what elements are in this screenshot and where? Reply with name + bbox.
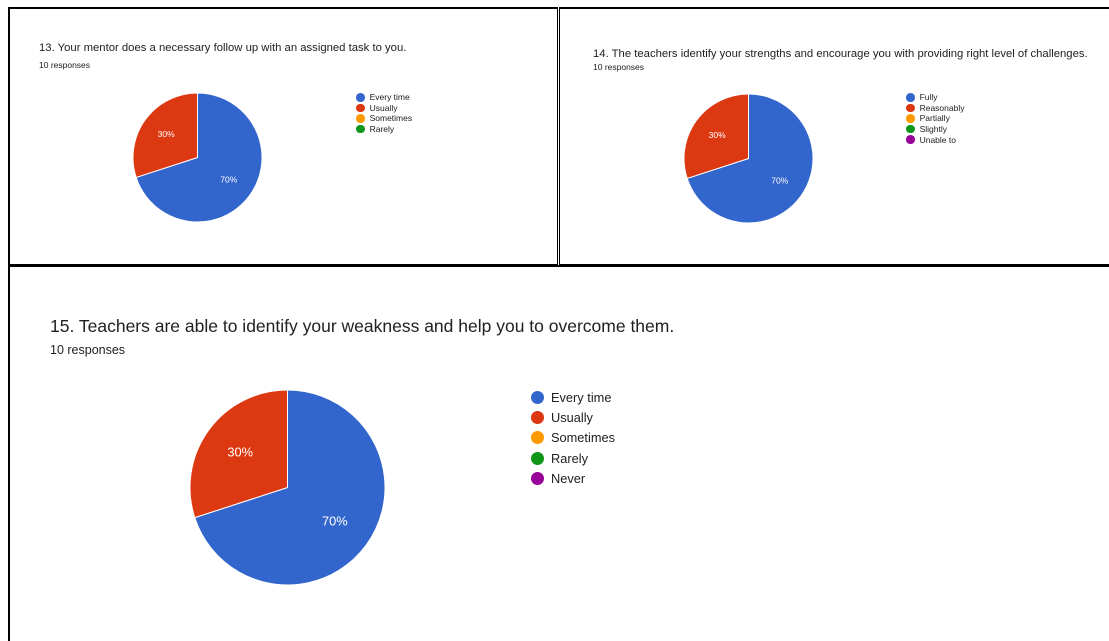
legend-label: Never (551, 471, 586, 487)
legend-label: Partially (919, 113, 950, 124)
legend-item-fully: Fully (906, 92, 964, 103)
legend-swatch (531, 431, 544, 445)
legend-label: Reasonably (919, 102, 965, 113)
chart-legend: Fully Reasonably Partially Slightly Unable t… (906, 92, 964, 145)
pie-slice-every-time (135, 92, 263, 223)
response-count: 10 responses (50, 343, 126, 357)
legend-item-rarely: Rarely (531, 448, 615, 468)
legend-item-sometimes: Sometimes (356, 113, 412, 124)
legend-swatch (906, 103, 915, 113)
legend-label: Usually (551, 410, 593, 426)
legend-item-sometimes: Sometimes (531, 428, 615, 448)
legend-swatch (906, 124, 915, 134)
pie-slice-fully (686, 93, 814, 224)
pie-chart: 70% 30% (189, 389, 386, 586)
legend-swatch (531, 451, 544, 465)
legend-label: Sometimes (369, 113, 413, 124)
chart-panel-q14: 14. The teachers identify your strengths… (559, 7, 1109, 265)
legend-label: Every time (369, 92, 410, 103)
legend-swatch (906, 135, 915, 144)
chart-legend: Every time Usually Sometimes Rarely (356, 92, 412, 134)
chart-panel-q13: 13. Your mentor does a necessary follow … (8, 7, 558, 265)
pie-slice-usually (132, 92, 198, 179)
legend-swatch (531, 411, 544, 425)
pie-chart: 70% 30% (683, 93, 814, 224)
chart-title: 13. Your mentor does a necessary follow … (39, 42, 407, 54)
legend-label: Every time (551, 389, 612, 405)
slice-label-every-time: 70% (220, 174, 237, 184)
legend-item-usually: Usually (356, 103, 412, 114)
legend-item-partially: Partially (906, 113, 964, 124)
legend-label: Rarely (551, 450, 588, 466)
legend-item-unable-to: Unable to (906, 134, 964, 145)
legend-swatch (356, 93, 365, 102)
legend-item-rarely: Rarely (356, 124, 412, 135)
response-count: 10 responses (593, 62, 645, 72)
chart-legend: Every time Usually Sometimes Rarely Never (531, 387, 615, 489)
legend-item-reasonably: Reasonably (906, 103, 964, 114)
legend-item-never: Never (531, 469, 615, 489)
legend-label: Sometimes (551, 430, 616, 446)
chart-title: 14. The teachers identify your strengths… (593, 48, 1088, 60)
legend-item-every-time: Every time (531, 387, 615, 407)
slice-label-fully: 70% (771, 175, 788, 185)
legend-label: Usually (369, 102, 398, 113)
legend-label: Unable to (919, 134, 956, 145)
legend-swatch (356, 114, 365, 123)
slice-label-usually: 30% (158, 129, 175, 139)
legend-item-slightly: Slightly (906, 124, 964, 135)
legend-swatch (356, 103, 365, 113)
chart-panel-q15: 15. Teachers are able to identify your w… (8, 265, 1109, 641)
legend-swatch (906, 114, 915, 123)
legend-label: Fully (919, 92, 938, 103)
legend-item-every-time: Every time (356, 92, 412, 103)
legend-swatch (356, 124, 365, 134)
legend-label: Slightly (919, 124, 947, 135)
pie-slice-usually (189, 389, 288, 519)
legend-label: Rarely (369, 124, 395, 135)
response-count: 10 responses (39, 60, 91, 70)
slice-label-every-time: 70% (322, 513, 348, 528)
legend-swatch (906, 93, 915, 102)
legend-swatch (531, 390, 544, 404)
slice-label-reasonably: 30% (709, 130, 726, 140)
pie-chart: 70% 30% (132, 92, 263, 223)
legend-swatch (531, 472, 544, 486)
chart-title: 15. Teachers are able to identify your w… (50, 316, 675, 336)
pie-slice-every-time (194, 389, 386, 586)
slice-label-usually: 30% (227, 444, 253, 459)
pie-slice-reasonably (683, 93, 749, 180)
legend-item-usually: Usually (531, 407, 615, 427)
